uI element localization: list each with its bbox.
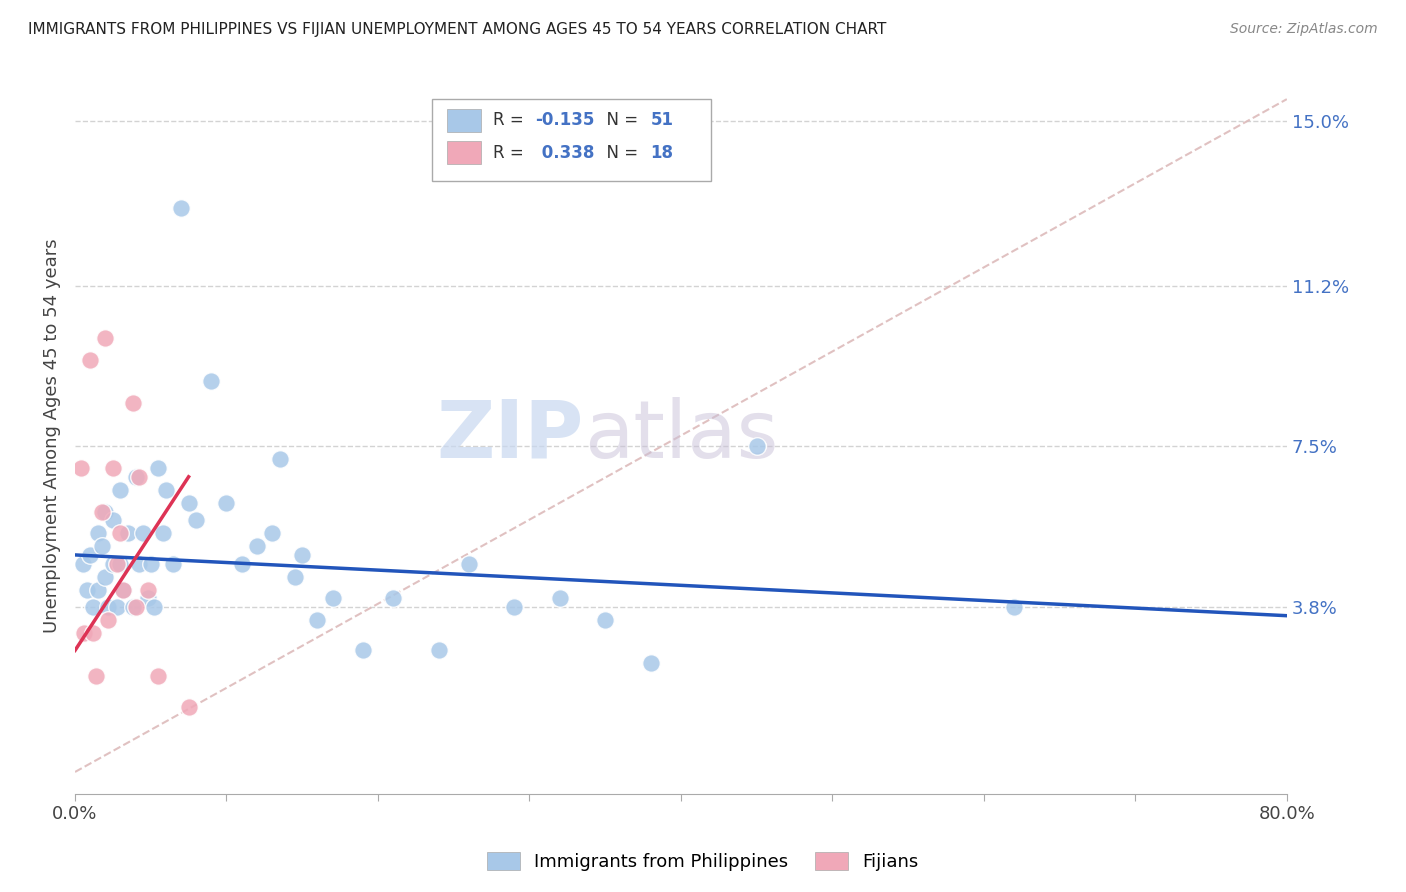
Point — [82, 600, 104, 615]
Point — [745, 439, 768, 453]
Point — [84, 669, 107, 683]
Y-axis label: Unemployment Among Ages 45 to 54 years: Unemployment Among Ages 45 to 54 years — [44, 238, 60, 632]
Point — [457, 557, 479, 571]
Point — [87, 526, 110, 541]
Point — [91, 504, 114, 518]
Point — [101, 557, 124, 571]
Point — [322, 591, 344, 606]
Point — [117, 526, 139, 541]
Text: atlas: atlas — [583, 397, 779, 475]
FancyBboxPatch shape — [433, 99, 711, 181]
Point — [101, 513, 124, 527]
Point — [91, 539, 114, 553]
Point — [162, 557, 184, 571]
Point — [307, 613, 329, 627]
Point — [124, 470, 146, 484]
Point — [128, 470, 150, 484]
Text: Source: ZipAtlas.com: Source: ZipAtlas.com — [1230, 22, 1378, 37]
Point — [503, 600, 526, 615]
Text: 18: 18 — [651, 144, 673, 161]
Point — [82, 626, 104, 640]
Point — [260, 526, 283, 541]
Point — [1002, 600, 1025, 615]
Point — [148, 669, 170, 683]
Point — [107, 557, 129, 571]
Point — [200, 374, 222, 388]
Point — [107, 600, 129, 615]
Point — [155, 483, 177, 497]
Point — [215, 496, 238, 510]
Legend: Immigrants from Philippines, Fijians: Immigrants from Philippines, Fijians — [479, 845, 927, 879]
Point — [101, 461, 124, 475]
Point — [269, 452, 291, 467]
Point — [186, 513, 208, 527]
Text: N =: N = — [596, 112, 644, 129]
Point — [121, 396, 143, 410]
Point — [640, 657, 662, 671]
Point — [79, 548, 101, 562]
Point — [136, 591, 159, 606]
Point — [94, 331, 117, 345]
Point — [142, 600, 165, 615]
Point — [121, 600, 143, 615]
Point — [284, 569, 307, 583]
Text: 0.338: 0.338 — [536, 144, 593, 161]
Point — [112, 582, 135, 597]
Bar — [447, 141, 481, 164]
Point — [427, 643, 450, 657]
Point — [97, 600, 120, 615]
Point — [70, 461, 93, 475]
Point — [128, 557, 150, 571]
Point — [177, 699, 200, 714]
Point — [110, 526, 132, 541]
Point — [246, 539, 269, 553]
Point — [87, 582, 110, 597]
Point — [94, 504, 117, 518]
Text: -0.135: -0.135 — [536, 112, 595, 129]
Point — [94, 569, 117, 583]
Point — [177, 496, 200, 510]
Text: R =: R = — [494, 144, 529, 161]
Text: 51: 51 — [651, 112, 673, 129]
Point — [139, 557, 162, 571]
Point — [97, 613, 120, 627]
Point — [110, 483, 132, 497]
Bar — [447, 109, 481, 132]
Point — [76, 582, 98, 597]
Point — [132, 526, 155, 541]
Point — [136, 582, 159, 597]
Point — [112, 582, 135, 597]
Text: ZIP: ZIP — [437, 397, 583, 475]
Point — [72, 557, 94, 571]
Text: R =: R = — [494, 112, 529, 129]
Point — [110, 557, 132, 571]
Point — [73, 626, 96, 640]
Point — [352, 643, 374, 657]
Point — [548, 591, 571, 606]
Text: N =: N = — [596, 144, 644, 161]
Point — [79, 352, 101, 367]
Point — [291, 548, 314, 562]
Point — [170, 201, 193, 215]
Point — [152, 526, 174, 541]
Point — [148, 461, 170, 475]
Point — [231, 557, 253, 571]
Text: IMMIGRANTS FROM PHILIPPINES VS FIJIAN UNEMPLOYMENT AMONG AGES 45 TO 54 YEARS COR: IMMIGRANTS FROM PHILIPPINES VS FIJIAN UN… — [28, 22, 887, 37]
Point — [593, 613, 616, 627]
Point — [124, 600, 146, 615]
Point — [382, 591, 405, 606]
